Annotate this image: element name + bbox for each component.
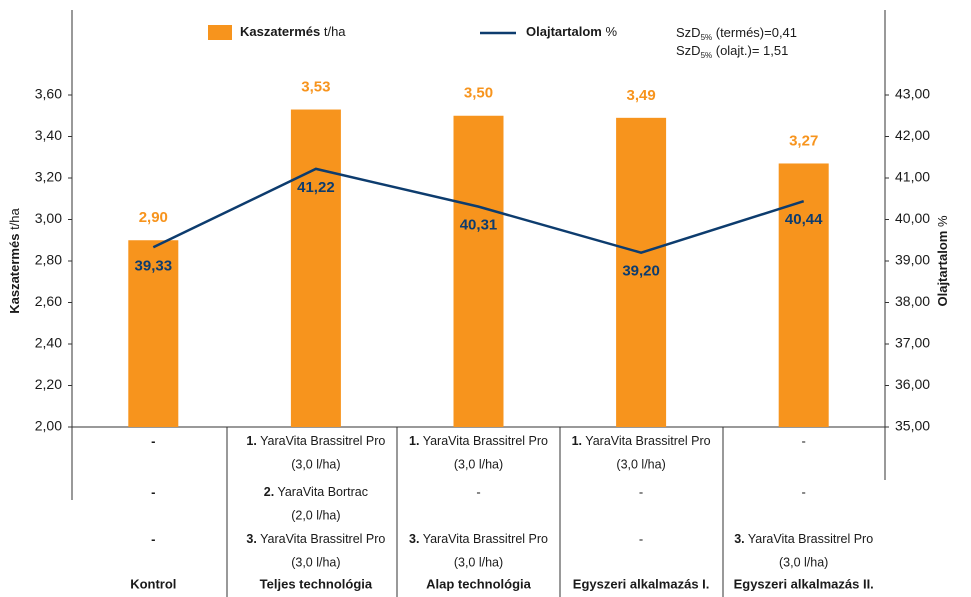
axis-label-name: Kaszatermés <box>7 234 22 314</box>
treatment-number: 3. <box>734 532 744 546</box>
treatment-number: 1. <box>246 434 256 448</box>
treatment-number: 3. <box>246 532 256 546</box>
line-value-label: 39,33 <box>135 257 173 274</box>
y2-tick-label: 42,00 <box>895 127 930 143</box>
annotation: SzD5% (termés)=0,41 <box>676 25 797 42</box>
bar-value-label: 3,27 <box>789 132 818 149</box>
treatment-product: YaraVita Brassitrel Pro <box>582 434 711 448</box>
treatment-cell: 2. YaraVita Bortrac <box>264 485 368 499</box>
bar-value-label: 3,53 <box>301 78 330 95</box>
annotation-main: SzD <box>676 25 701 40</box>
annotation-main: SzD <box>676 43 701 58</box>
legend-name: Olajtartalom <box>526 24 602 39</box>
axis-label-name: Olajtartalom <box>935 231 950 307</box>
treatment-cell: - <box>639 531 643 546</box>
treatment-cell: 3. YaraVita Brassitrel Pro <box>734 532 873 546</box>
treatment-cell: - <box>151 433 155 448</box>
bar <box>778 163 829 427</box>
bar-value-label: 2,90 <box>139 209 168 226</box>
bar <box>290 109 341 428</box>
treatment-cell: - <box>639 484 643 499</box>
treatment-cell: - <box>151 484 155 499</box>
treatment-dose: (3,0 l/ha) <box>779 555 828 569</box>
treatment-number: 3. <box>409 532 419 546</box>
y2-tick-label: 39,00 <box>895 252 930 268</box>
annotation-text: (termés)=0,41 <box>712 25 797 40</box>
treatment-product: YaraVita Bortrac <box>274 485 368 499</box>
axis-label-unit: t/ha <box>7 207 22 229</box>
y2-tick-label: 35,00 <box>895 418 930 434</box>
treatment-number: 2. <box>264 485 274 499</box>
annotation: SzD5% (olajt.)= 1,51 <box>676 43 788 60</box>
y2-tick-label: 37,00 <box>895 335 930 351</box>
treatment-cell: - <box>802 433 806 448</box>
annotation-sub: 5% <box>701 51 713 60</box>
y2-tick-label: 43,00 <box>895 86 930 102</box>
treatment-dose: (2,0 l/ha) <box>291 508 340 522</box>
legend-unit: t/ha <box>324 24 346 39</box>
treatment-product: YaraVita Brassitrel Pro <box>419 434 548 448</box>
bar <box>616 117 667 427</box>
treatment-cell: 1. YaraVita Brassitrel Pro <box>409 434 548 448</box>
y-tick-label: 2,20 <box>35 376 62 392</box>
axis-label-unit: % <box>935 215 950 227</box>
treatment-dose: (3,0 l/ha) <box>291 457 340 471</box>
bar-value-label: 3,49 <box>626 87 655 104</box>
y-tick-label: 2,80 <box>35 252 62 268</box>
annotation-sub: 5% <box>701 33 713 42</box>
y-tick-label: 2,00 <box>35 418 62 434</box>
x-tick-label: Kontrol <box>130 576 176 591</box>
treatment-dose: (3,0 l/ha) <box>616 457 665 471</box>
treatment-product: YaraVita Brassitrel Pro <box>257 434 386 448</box>
axis-label: Olajtartalom % <box>935 215 950 306</box>
y-tick-label: 3,40 <box>35 127 62 143</box>
y-tick-label: 2,60 <box>35 293 62 309</box>
legend-swatch <box>208 25 232 40</box>
y2-tick-label: 41,00 <box>895 169 930 185</box>
x-tick-label: Teljes technológia <box>260 576 373 591</box>
treatment-cell: 1. YaraVita Brassitrel Pro <box>572 434 711 448</box>
axis-label: Kaszatermés t/ha <box>7 207 22 313</box>
bar-value-label: 3,50 <box>464 85 493 102</box>
legend-name: Kaszatermés <box>240 24 320 39</box>
x-tick-label: Egyszeri alkalmazás I. <box>573 576 710 591</box>
treatment-dose: (3,0 l/ha) <box>291 555 340 569</box>
bar <box>453 115 504 427</box>
treatment-cell: - <box>802 484 806 499</box>
treatment-cell: 3. YaraVita Brassitrel Pro <box>246 532 385 546</box>
x-tick-label: Egyszeri alkalmazás II. <box>734 576 874 591</box>
y-tick-label: 3,00 <box>35 210 62 226</box>
treatment-dose: (3,0 l/ha) <box>454 555 503 569</box>
x-tick-label: Alap technológia <box>426 576 532 591</box>
legend-label: Olajtartalom % <box>526 24 617 39</box>
treatment-dose: (3,0 l/ha) <box>454 457 503 471</box>
line-value-label: 40,44 <box>785 211 823 228</box>
legend-label: Kaszatermés t/ha <box>240 24 346 39</box>
y2-tick-label: 40,00 <box>895 210 930 226</box>
legend-unit: % <box>605 24 617 39</box>
annotation-text: (olajt.)= 1,51 <box>712 43 788 58</box>
treatment-product: YaraVita Brassitrel Pro <box>419 532 548 546</box>
treatment-cell: 1. YaraVita Brassitrel Pro <box>246 434 385 448</box>
treatment-cell: - <box>476 484 480 499</box>
y-tick-label: 3,20 <box>35 169 62 185</box>
y-tick-label: 2,40 <box>35 335 62 351</box>
bar <box>128 240 179 427</box>
treatment-number: 1. <box>572 434 582 448</box>
treatment-cell: - <box>151 531 155 546</box>
y2-tick-label: 38,00 <box>895 293 930 309</box>
y2-tick-label: 36,00 <box>895 376 930 392</box>
line-value-label: 39,20 <box>622 263 660 280</box>
line <box>152 167 805 255</box>
line-value-label: 41,22 <box>297 179 335 196</box>
treatment-product: YaraVita Brassitrel Pro <box>745 532 874 546</box>
treatment-number: 1. <box>409 434 419 448</box>
line-value-label: 40,31 <box>460 217 498 234</box>
treatment-product: YaraVita Brassitrel Pro <box>257 532 386 546</box>
treatment-cell: 3. YaraVita Brassitrel Pro <box>409 532 548 546</box>
y-tick-label: 3,60 <box>35 86 62 102</box>
